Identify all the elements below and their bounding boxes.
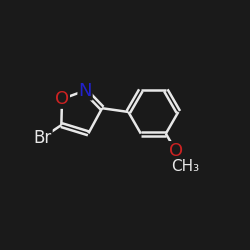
Text: N: N [78,82,92,100]
Text: Br: Br [34,129,52,147]
Text: O: O [169,142,183,160]
Text: CH₃: CH₃ [171,159,199,174]
Text: O: O [55,90,69,108]
